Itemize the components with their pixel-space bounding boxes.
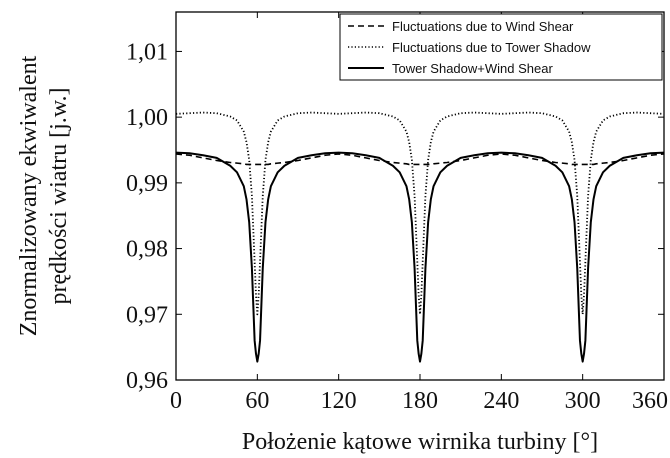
y-axis-title-line2: prędkości wiatru [j.w.] xyxy=(46,87,72,304)
legend-label-combined: Tower Shadow+Wind Shear xyxy=(392,61,553,76)
y-tick-label-0: 0,96 xyxy=(126,368,168,394)
legend-label-wind-shear: Fluctuations due to Wind Shear xyxy=(392,19,574,34)
x-tick-label-120: 120 xyxy=(321,388,357,414)
x-tick-label-60: 60 xyxy=(245,388,269,414)
x-tick-label-180: 180 xyxy=(402,388,438,414)
x-axis-title: Położenie kątowe wirnika turbiny [°] xyxy=(242,429,598,455)
x-tick-label-240: 240 xyxy=(483,388,519,414)
y-tick-label-1: 0,97 xyxy=(126,302,168,328)
x-tick-label-360: 360 xyxy=(632,388,668,414)
y-tick-label-4: 1,00 xyxy=(126,105,168,131)
series-wind-shear xyxy=(175,153,665,166)
series-combined xyxy=(175,151,665,363)
legend-label-tower-shadow: Fluctuations due to Tower Shadow xyxy=(392,40,591,55)
series-layer xyxy=(175,111,665,363)
y-tick-label-3: 0,99 xyxy=(126,171,168,197)
legend: Fluctuations due to Wind Shear Fluctuati… xyxy=(339,13,663,81)
legend-box xyxy=(339,13,663,81)
series-tower-shadow xyxy=(175,111,665,316)
y-tick-label-2: 0,98 xyxy=(126,237,168,263)
x-tick-label-0: 0 xyxy=(170,388,182,414)
y-axis-title-line1: Znormalizowany ekwiwalent xyxy=(16,55,42,336)
y-tick-label-5: 1,01 xyxy=(126,39,168,65)
x-tick-label-300: 300 xyxy=(565,388,601,414)
tick-labels: 0 60 120 180 240 300 360 0,96 0,97 0,98 0,99 1,00 1,… xyxy=(126,39,668,414)
